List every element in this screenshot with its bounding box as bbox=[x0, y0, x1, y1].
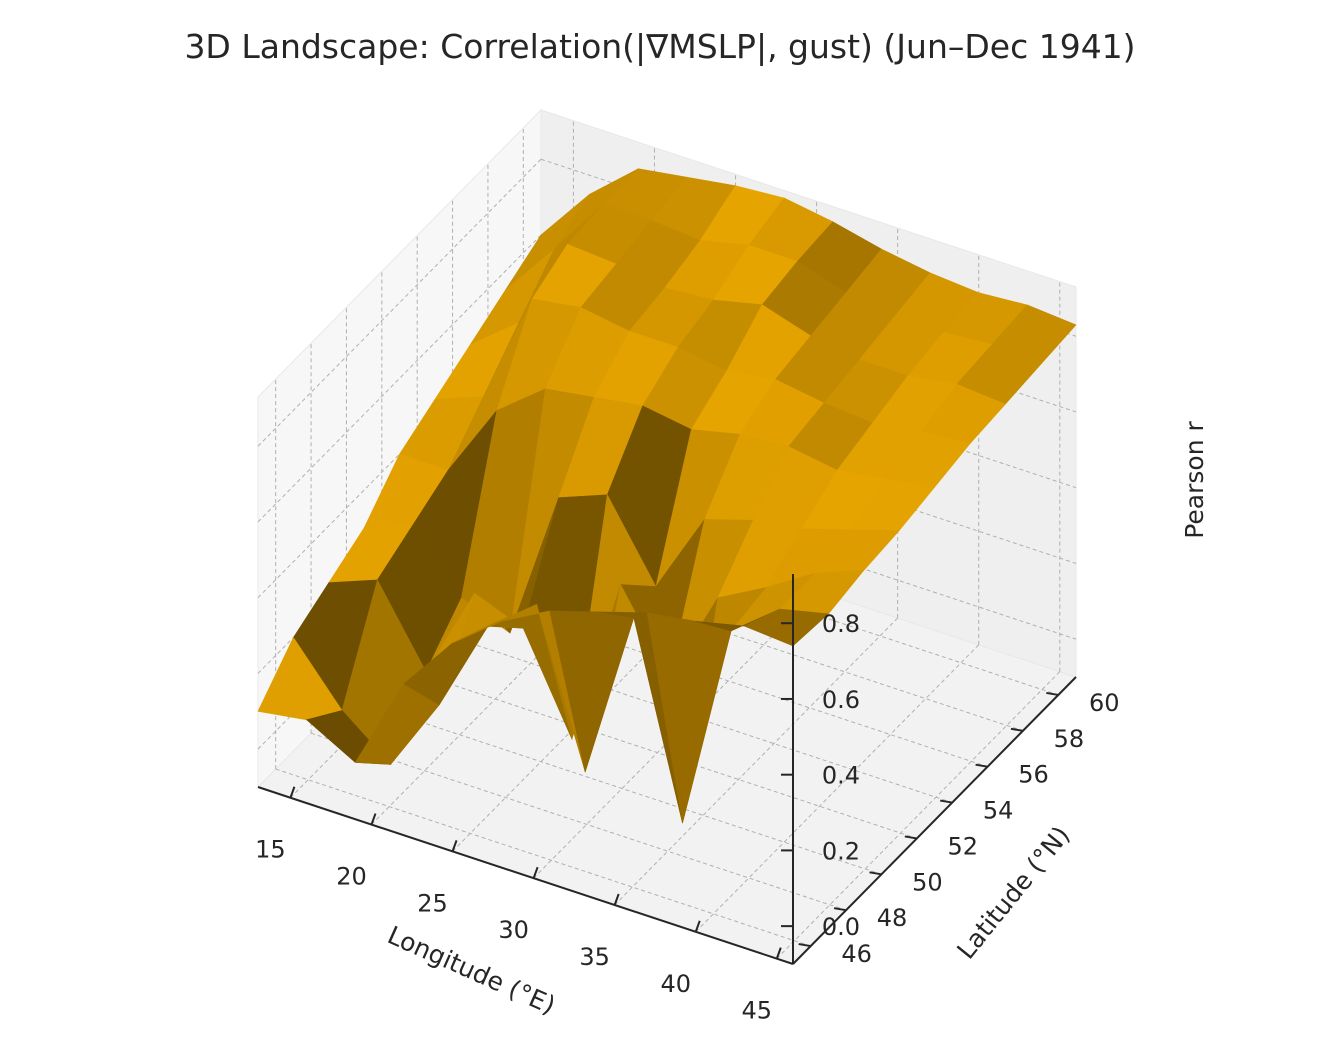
x-axis-line bbox=[257, 786, 794, 965]
x-tick-mark bbox=[532, 866, 539, 879]
y-tick-mark bbox=[798, 943, 811, 948]
y-tick-label: 54 bbox=[983, 797, 1014, 825]
x-tick-mark bbox=[451, 840, 458, 852]
axis-lines bbox=[257, 574, 1077, 965]
x-tick-label: 40 bbox=[660, 970, 691, 998]
x-tick-label: 25 bbox=[417, 889, 448, 917]
y-tick-mark bbox=[833, 907, 847, 912]
y-tick-label: 46 bbox=[841, 940, 872, 968]
y-axis-line bbox=[792, 676, 1077, 965]
y-tick-mark bbox=[940, 799, 953, 804]
y-tick-mark bbox=[1010, 727, 1024, 732]
z-tick-label: 0.0 bbox=[822, 913, 860, 941]
z-axis-label: Pearson r bbox=[1180, 421, 1209, 539]
x-tick-mark bbox=[370, 813, 377, 825]
x-tick-mark bbox=[694, 920, 701, 933]
z-tick-label: 0.4 bbox=[822, 762, 860, 790]
x-tick-label: 30 bbox=[498, 916, 529, 944]
z-tick-label: 0.6 bbox=[822, 686, 860, 714]
x-tick-label: 35 bbox=[579, 943, 610, 971]
y-tick-mark bbox=[904, 835, 917, 840]
y-tick-mark bbox=[975, 763, 988, 768]
grid-y-floor bbox=[310, 732, 847, 911]
y-tick-mark bbox=[869, 871, 882, 876]
chart-title: 3D Landscape: Correlation(|∇MSLP|, gust)… bbox=[184, 27, 1135, 66]
x-tick-label: 15 bbox=[255, 836, 286, 864]
x-axis-label: Longitude (°E) bbox=[383, 920, 559, 1020]
x-tick-mark bbox=[775, 947, 782, 959]
x-tick-label: 20 bbox=[336, 863, 367, 891]
x-tick-label: 45 bbox=[742, 997, 773, 1025]
grid-y-floor bbox=[381, 660, 917, 839]
x-tick-mark bbox=[289, 786, 296, 799]
surface-cell bbox=[743, 608, 830, 647]
y-tick-mark bbox=[1046, 691, 1059, 696]
y-tick-label: 56 bbox=[1018, 761, 1049, 789]
z-tick-label: 0.2 bbox=[822, 837, 860, 865]
y-tick-label: 52 bbox=[948, 832, 979, 860]
z-tick-label: 0.8 bbox=[822, 610, 860, 638]
x-tick-mark bbox=[613, 893, 620, 906]
y-tick-label: 58 bbox=[1054, 725, 1085, 753]
y-tick-label: 50 bbox=[912, 868, 943, 896]
y-tick-label: 48 bbox=[877, 904, 908, 932]
surface-mesh bbox=[257, 168, 1077, 824]
y-tick-label: 60 bbox=[1089, 689, 1120, 717]
grid-y-floor bbox=[275, 768, 811, 947]
